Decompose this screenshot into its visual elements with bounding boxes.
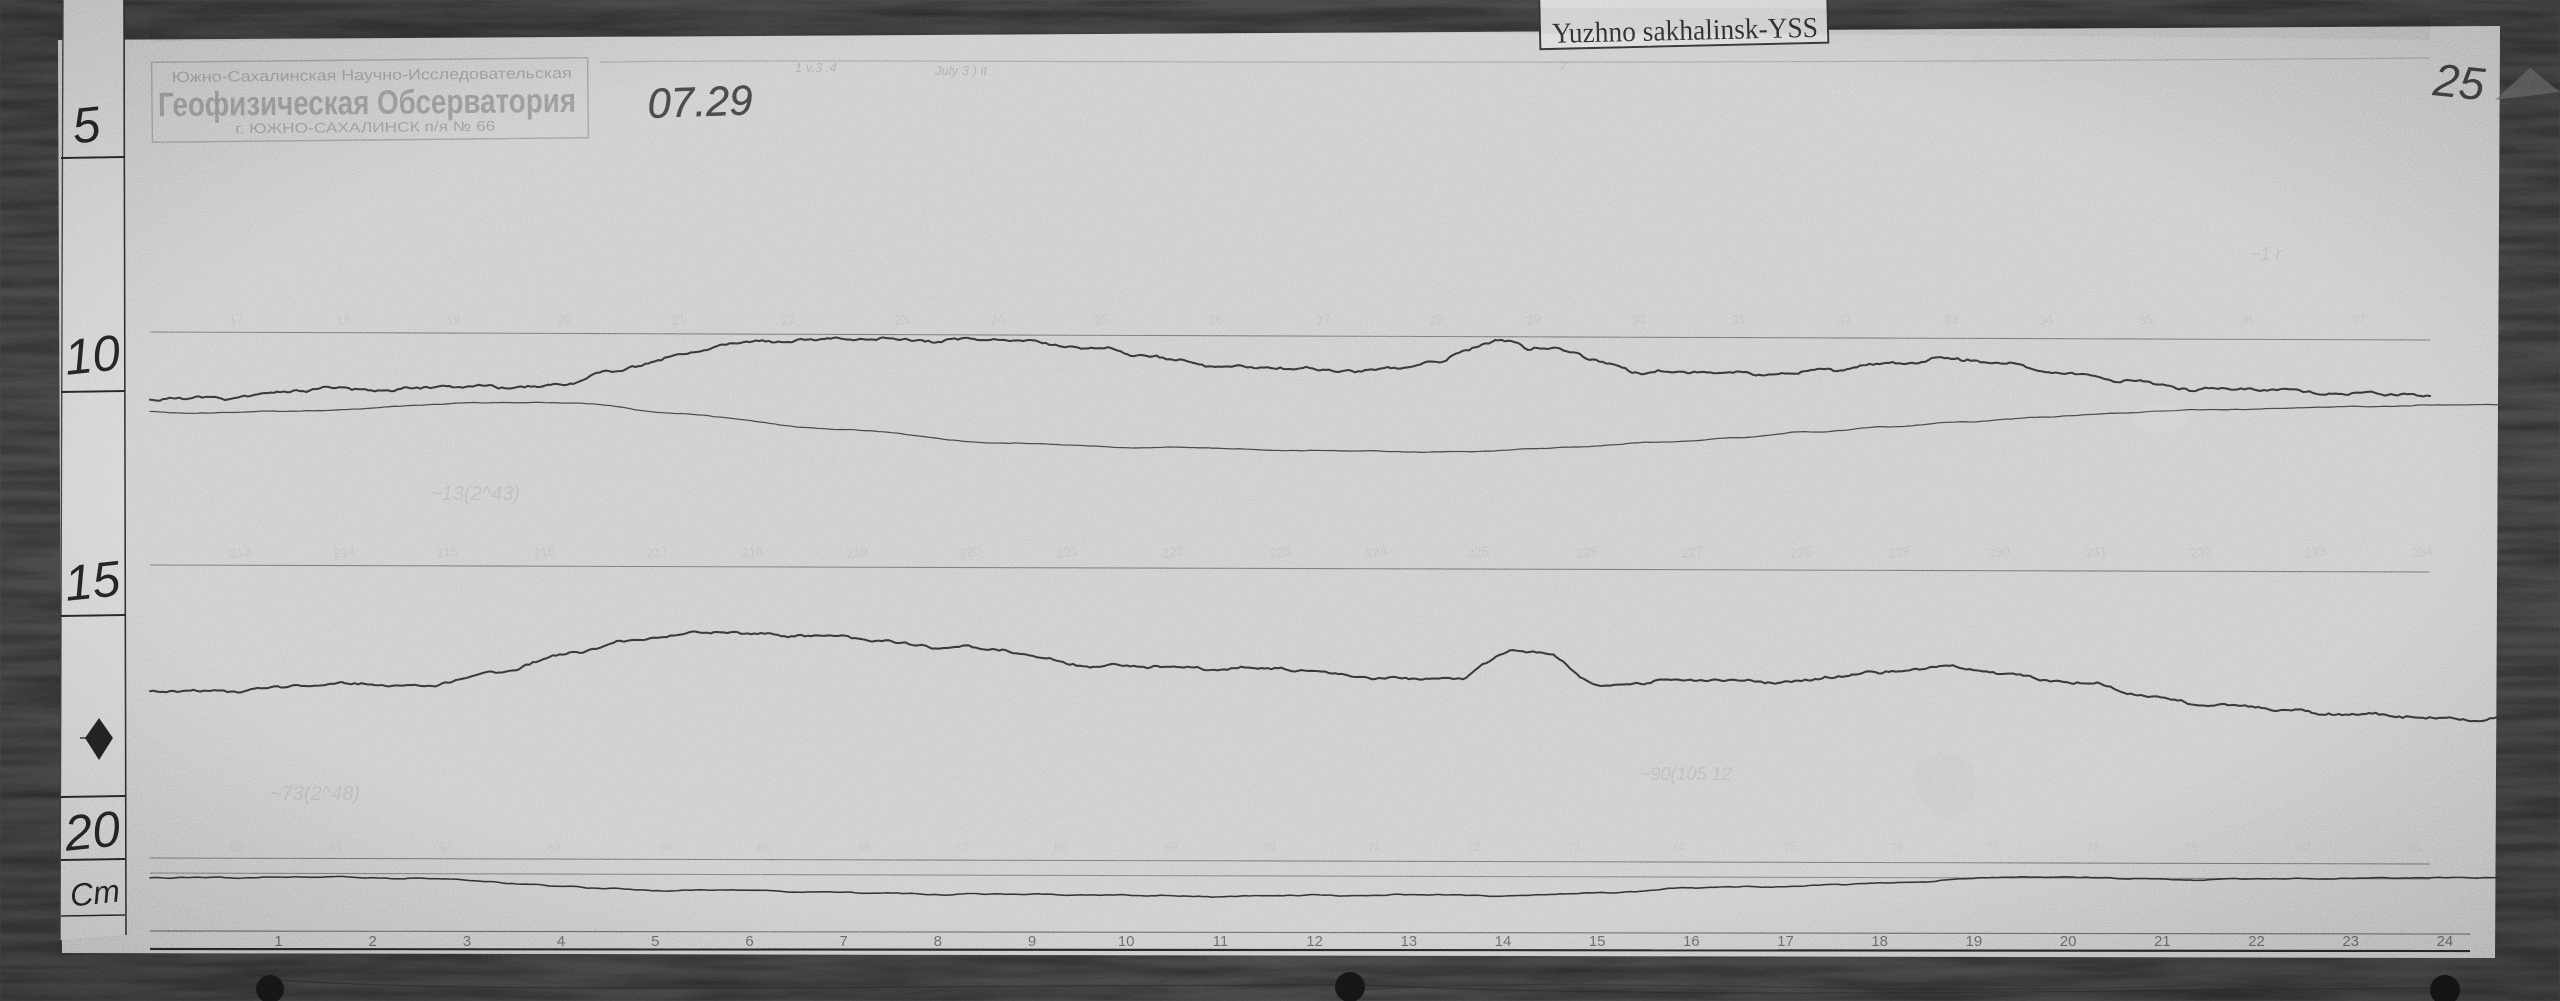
svg-text:~73(2^48): ~73(2^48) xyxy=(270,783,360,805)
svg-text:71: 71 xyxy=(1366,839,1381,855)
svg-text:223: 223 xyxy=(1268,543,1292,561)
svg-text:78: 78 xyxy=(2085,839,2100,855)
svg-text:233: 233 xyxy=(2303,543,2327,561)
svg-text:224: 224 xyxy=(1364,543,1388,561)
svg-text:215: 215 xyxy=(435,543,459,561)
svg-text:35: 35 xyxy=(2137,311,2153,328)
svg-text:23: 23 xyxy=(893,311,909,328)
svg-text:25: 25 xyxy=(1093,311,1109,328)
svg-text:218: 218 xyxy=(740,543,764,561)
svg-text:220: 220 xyxy=(958,543,982,561)
svg-text:77: 77 xyxy=(1984,839,1999,855)
svg-text:219: 219 xyxy=(845,543,869,561)
svg-text:213: 213 xyxy=(228,543,252,561)
svg-text:74: 74 xyxy=(1670,839,1685,855)
svg-text:72: 72 xyxy=(1466,839,1481,855)
svg-text:234: 234 xyxy=(2410,543,2434,561)
svg-text:68: 68 xyxy=(1053,839,1068,855)
svg-text:33: 33 xyxy=(1942,311,1958,328)
svg-text:27: 27 xyxy=(1315,311,1331,328)
svg-text:66: 66 xyxy=(856,839,871,855)
svg-text:69: 69 xyxy=(1163,839,1178,855)
svg-text:214: 214 xyxy=(332,543,356,561)
svg-text:67: 67 xyxy=(954,839,969,855)
svg-text:32: 32 xyxy=(1836,311,1852,328)
svg-text:226: 226 xyxy=(1575,543,1599,561)
svg-text:221: 221 xyxy=(1055,543,1079,561)
svg-text:80: 80 xyxy=(2295,839,2310,855)
svg-text:34: 34 xyxy=(2037,311,2053,328)
svg-text:21: 21 xyxy=(670,311,686,328)
svg-text:~90(105 12: ~90(105 12 xyxy=(1640,764,1732,784)
svg-text:64: 64 xyxy=(658,839,673,855)
svg-text:70: 70 xyxy=(1261,839,1276,855)
svg-text:~13(2^43): ~13(2^43) xyxy=(430,483,520,505)
svg-text:65: 65 xyxy=(756,839,771,855)
svg-text:222: 222 xyxy=(1161,543,1185,561)
svg-text:228: 228 xyxy=(1789,543,1813,561)
svg-text:36: 36 xyxy=(2237,311,2253,328)
svg-text:232: 232 xyxy=(2189,543,2213,561)
svg-text:227: 227 xyxy=(1680,543,1704,561)
svg-text:81: 81 xyxy=(2406,839,2421,855)
svg-text:76: 76 xyxy=(1889,839,1904,855)
svg-text:62: 62 xyxy=(437,839,452,855)
svg-text:225: 225 xyxy=(1466,543,1490,561)
svg-text:22: 22 xyxy=(780,311,796,328)
svg-text:19: 19 xyxy=(445,311,461,328)
svg-text:79: 79 xyxy=(2183,839,2198,855)
svg-text:~1 r: ~1 r xyxy=(2250,244,2283,264)
svg-text:230: 230 xyxy=(1987,543,2011,561)
svg-text:17: 17 xyxy=(228,311,244,328)
svg-text:37: 37 xyxy=(2350,311,2366,328)
svg-text:28: 28 xyxy=(1428,311,1444,328)
svg-text:26: 26 xyxy=(1207,311,1223,328)
svg-text:61: 61 xyxy=(328,839,343,855)
svg-text:24: 24 xyxy=(989,311,1005,328)
svg-text:73: 73 xyxy=(1566,839,1581,855)
svg-text:29: 29 xyxy=(1525,311,1541,328)
svg-text:75: 75 xyxy=(1782,839,1797,855)
svg-text:60: 60 xyxy=(228,839,243,855)
svg-text:63: 63 xyxy=(546,839,561,855)
svg-text:216: 216 xyxy=(532,543,556,561)
svg-text:20: 20 xyxy=(556,311,572,328)
svg-text:18: 18 xyxy=(335,311,351,328)
svg-text:231: 231 xyxy=(2084,543,2108,561)
svg-text:217: 217 xyxy=(645,543,669,561)
svg-text:30: 30 xyxy=(1630,311,1646,328)
svg-text:31: 31 xyxy=(1730,311,1746,328)
svg-text:229: 229 xyxy=(1887,543,1911,561)
